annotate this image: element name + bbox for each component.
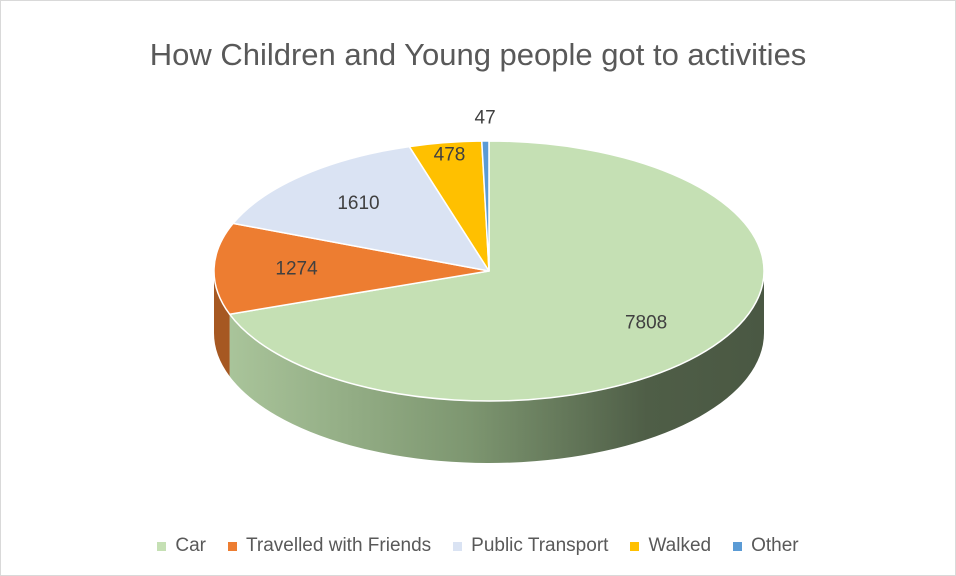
legend-swatch <box>630 541 640 551</box>
legend-item-walked: Walked <box>630 535 711 557</box>
pie-side-car <box>229 271 765 463</box>
legend-swatch <box>228 541 237 551</box>
legend-label: Public Transport <box>471 535 609 556</box>
pie-slice-other <box>481 140 490 272</box>
pie-slice-car <box>228 140 765 402</box>
legend-item-public-transport: Public Transport <box>453 535 608 557</box>
data-label-travelled-with-friends: 1274 <box>275 258 318 279</box>
pie-slice-public-transport <box>232 145 490 272</box>
pie-side-travelled-with-friends <box>214 271 230 377</box>
data-label-walked: 478 <box>434 145 466 166</box>
data-label-car: 7808 <box>625 313 667 334</box>
legend-item-car: Car <box>157 535 206 557</box>
pie-slice-travelled-with-friends <box>213 222 490 315</box>
legend-swatch <box>733 541 743 551</box>
pie-sides <box>214 271 765 463</box>
legend-label: Other <box>751 535 799 556</box>
legend-label: Travelled with Friends <box>246 535 432 556</box>
data-label-other: 47 <box>475 108 496 129</box>
chart-title: How Children and Young people got to act… <box>149 37 807 72</box>
legend-label: Car <box>175 535 206 556</box>
legend-label: Walked <box>648 535 712 556</box>
pie-data-labels: 7808 1274 1610 478 47 <box>275 108 667 334</box>
legend-swatch <box>453 541 463 551</box>
legend-item-travelled-with-friends: Travelled with Friends <box>228 535 431 557</box>
pie-slices <box>213 140 765 402</box>
legend: Car Travelled with Friends Public Transpor… <box>1 535 955 557</box>
data-label-public-transport: 1610 <box>337 193 379 214</box>
legend-item-other: Other <box>733 535 799 557</box>
legend-swatch <box>157 541 167 551</box>
